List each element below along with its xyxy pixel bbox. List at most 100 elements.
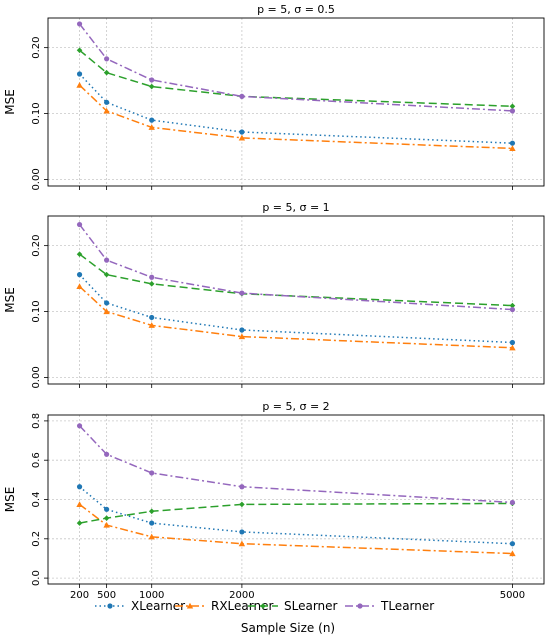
- series-xlearner: [76, 71, 516, 146]
- y-axis-label: MSE: [3, 487, 17, 513]
- series-xlearner: [76, 484, 516, 547]
- series-line-tlearner: [78, 23, 513, 112]
- data-point-tlearner: [149, 77, 155, 83]
- legend-marker: [186, 602, 194, 609]
- data-point-rxlearner: [103, 308, 110, 315]
- series-rxlearner: [76, 82, 516, 152]
- series-line-rxlearner: [79, 84, 513, 150]
- data-point-tlearner: [149, 470, 155, 476]
- data-point-xlearner: [239, 327, 245, 333]
- data-point-rxlearner: [103, 107, 110, 114]
- data-point-rxlearner: [509, 550, 516, 557]
- x-tick-label: 5000: [500, 590, 525, 601]
- data-point-slearner: [103, 515, 110, 521]
- y-tick-label: 0.0: [31, 570, 42, 586]
- series-line-rxlearner: [79, 285, 513, 349]
- series-line-slearner: [79, 49, 513, 108]
- data-point-tlearner: [104, 257, 110, 263]
- data-point-xlearner: [149, 117, 155, 123]
- data-point-xlearner: [76, 484, 83, 490]
- series-slearner: [76, 251, 516, 309]
- data-point-rxlearner: [509, 145, 516, 152]
- data-point-rxlearner: [238, 134, 246, 141]
- data-point-rxlearner: [238, 333, 246, 340]
- x-tick-label: 1000: [139, 590, 164, 601]
- data-point-tlearner: [509, 108, 516, 114]
- series-xlearner: [76, 272, 516, 346]
- legend-label: TLearner: [380, 599, 434, 613]
- data-point-tlearner: [76, 221, 83, 228]
- data-point-rxlearner: [238, 540, 246, 547]
- data-point-slearner: [148, 281, 155, 287]
- series-line-tlearner: [79, 425, 513, 504]
- data-point-tlearner: [104, 56, 110, 62]
- data-point-xlearner: [149, 314, 155, 321]
- data-point-slearner: [148, 508, 155, 515]
- panel-title: p = 5, σ = 0.5: [257, 3, 335, 16]
- series-line-xlearner: [79, 486, 513, 545]
- data-point-xlearner: [104, 506, 110, 512]
- legend-marker: [357, 603, 363, 609]
- data-point-rxlearner: [76, 283, 83, 290]
- data-point-tlearner: [509, 499, 516, 506]
- legend: XLearner RXLearner SLearner TLearner: [95, 599, 434, 613]
- y-tick-label: 0.8: [31, 413, 42, 429]
- series-rxlearner: [76, 283, 516, 351]
- data-point-slearner: [76, 251, 83, 258]
- y-tick-label: 0.2: [31, 531, 42, 547]
- y-axis-label: MSE: [3, 89, 17, 115]
- series-slearner: [76, 500, 516, 526]
- data-point-xlearner: [104, 300, 110, 306]
- y-tick-label: 0.4: [31, 492, 42, 508]
- data-point-slearner: [239, 501, 245, 508]
- legend-marker: [107, 603, 113, 609]
- data-point-rxlearner: [103, 521, 110, 528]
- data-point-rxlearner: [76, 501, 83, 507]
- data-point-rxlearner: [148, 322, 155, 328]
- data-point-rxlearner: [148, 124, 155, 130]
- y-tick-label: 0.10: [31, 300, 42, 322]
- plot-frame: [47, 17, 545, 187]
- data-point-xlearner: [509, 339, 516, 346]
- panel-2: p = 5, σ = 1 0.00 0.10 0.20 MSE: [3, 201, 545, 389]
- x-axis-label: Sample Size (n): [241, 621, 335, 635]
- legend-item-slearner: SLearner: [248, 599, 338, 613]
- legend-item-tlearner: TLearner: [345, 599, 434, 613]
- panel-title: p = 5, σ = 1: [262, 201, 329, 214]
- data-point-rxlearner: [148, 533, 155, 540]
- data-point-slearner: [103, 271, 110, 278]
- data-point-tlearner: [239, 93, 245, 99]
- data-point-rxlearner: [509, 344, 516, 351]
- legend-item-xlearner: XLearner: [95, 599, 185, 613]
- legend-item-rxlearner: RXLearner: [175, 599, 273, 613]
- series-tlearner: [76, 423, 516, 506]
- legend-label: XLearner: [131, 599, 185, 613]
- data-point-tlearner: [239, 484, 245, 490]
- y-tick-label: 0.20: [31, 37, 42, 59]
- data-point-xlearner: [76, 71, 83, 77]
- data-point-slearner: [76, 47, 83, 54]
- plot-frame: [47, 215, 545, 385]
- y-tick-label: 0.6: [31, 452, 42, 468]
- data-point-tlearner: [509, 306, 516, 313]
- data-point-xlearner: [104, 99, 110, 105]
- series-slearner: [76, 47, 516, 110]
- y-axis-label: MSE: [3, 287, 17, 313]
- data-point-slearner: [509, 302, 516, 309]
- panel-3: p = 5, σ = 2 0.0 0.2 0.4 0.6 0.8 MSE 200 500 1000…: [3, 400, 545, 601]
- series-tlearner: [76, 21, 516, 114]
- legend-label: RXLearner: [211, 599, 273, 613]
- x-tick-label: 2000: [229, 590, 254, 601]
- series-line-xlearner: [79, 274, 513, 344]
- data-point-tlearner: [76, 21, 83, 27]
- data-point-tlearner: [149, 274, 155, 280]
- data-point-xlearner: [76, 272, 83, 278]
- data-point-tlearner: [239, 290, 245, 296]
- series-line-tlearner: [78, 224, 513, 311]
- series-line-slearner: [79, 502, 513, 524]
- panel-title: p = 5, σ = 2: [262, 400, 329, 413]
- data-point-xlearner: [239, 529, 245, 535]
- series-rxlearner: [76, 501, 516, 557]
- x-tick-label: 500: [97, 590, 116, 601]
- data-point-rxlearner: [76, 82, 83, 88]
